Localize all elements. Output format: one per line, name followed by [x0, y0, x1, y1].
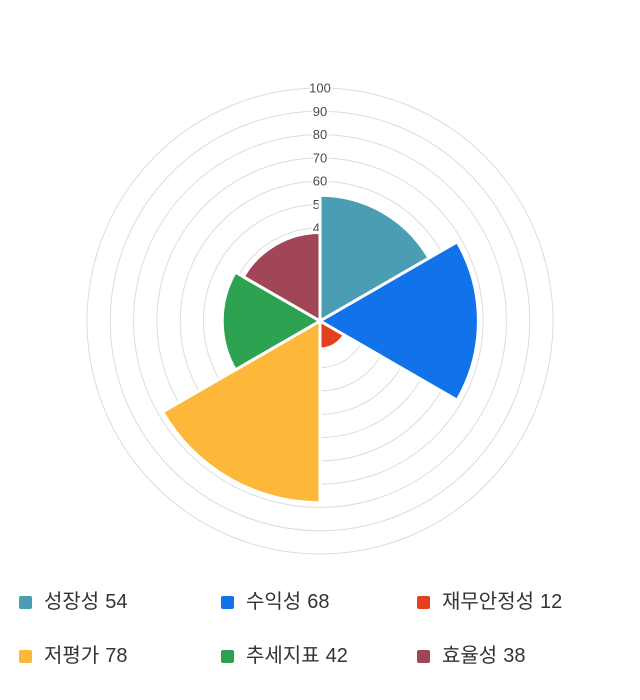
legend-label: 저평가	[44, 645, 100, 667]
polar-gridline	[133, 134, 507, 508]
legend-value: 42	[325, 645, 348, 667]
radial-tick-label: 90	[313, 104, 327, 119]
chart-legend: 성장성 54 수익성 68 재무안정성 12 저평가 78 추세지표 42 효율…	[0, 590, 640, 668]
legend-label: 성장성	[44, 591, 100, 613]
legend-item-profitability[interactable]: 수익성 68	[221, 590, 417, 614]
legend-value: 78	[105, 645, 128, 667]
legend-swatch-trend-indicator	[221, 649, 234, 663]
legend-swatch-growth	[19, 595, 32, 609]
legend-label: 수익성	[246, 591, 302, 613]
rose-sector-1[interactable]	[318, 240, 480, 402]
legend-item-trend-indicator[interactable]: 추세지표 42	[221, 644, 417, 668]
legend-swatch-efficiency	[417, 649, 430, 663]
radial-tick-label: 100	[309, 81, 331, 96]
radial-tick-label: 80	[313, 127, 327, 142]
legend-item-efficiency[interactable]: 효율성 38	[417, 644, 640, 668]
legend-value: 38	[503, 645, 526, 667]
legend-swatch-undervaluation	[19, 649, 32, 663]
rose-chart: 405060708090100	[86, 79, 554, 555]
polar-gridline	[86, 87, 554, 555]
legend-swatch-profitability	[221, 595, 234, 609]
legend-item-financial-stability[interactable]: 재무안정성 12	[417, 590, 640, 614]
rose-sector-3[interactable]	[161, 319, 322, 505]
legend-value: 54	[105, 591, 128, 613]
polar-gridline	[109, 110, 531, 532]
radial-tick-label: 60	[313, 174, 327, 189]
rose-sector-0[interactable]	[318, 193, 431, 323]
legend-label: 효율성	[442, 645, 498, 667]
radial-tick-label: 70	[313, 150, 327, 165]
legend-swatch-financial-stability	[417, 595, 430, 609]
chart-area: 405060708090100	[86, 79, 554, 555]
rose-sector-5[interactable]	[241, 230, 322, 323]
legend-item-undervaluation[interactable]: 저평가 78	[19, 644, 221, 668]
legend-value: 68	[307, 591, 330, 613]
legend-item-growth[interactable]: 성장성 54	[19, 590, 221, 614]
legend-label: 추세지표	[246, 645, 320, 667]
legend-value: 12	[540, 591, 563, 613]
legend-label: 재무안정성	[442, 591, 534, 613]
rose-sector-4[interactable]	[220, 270, 322, 372]
